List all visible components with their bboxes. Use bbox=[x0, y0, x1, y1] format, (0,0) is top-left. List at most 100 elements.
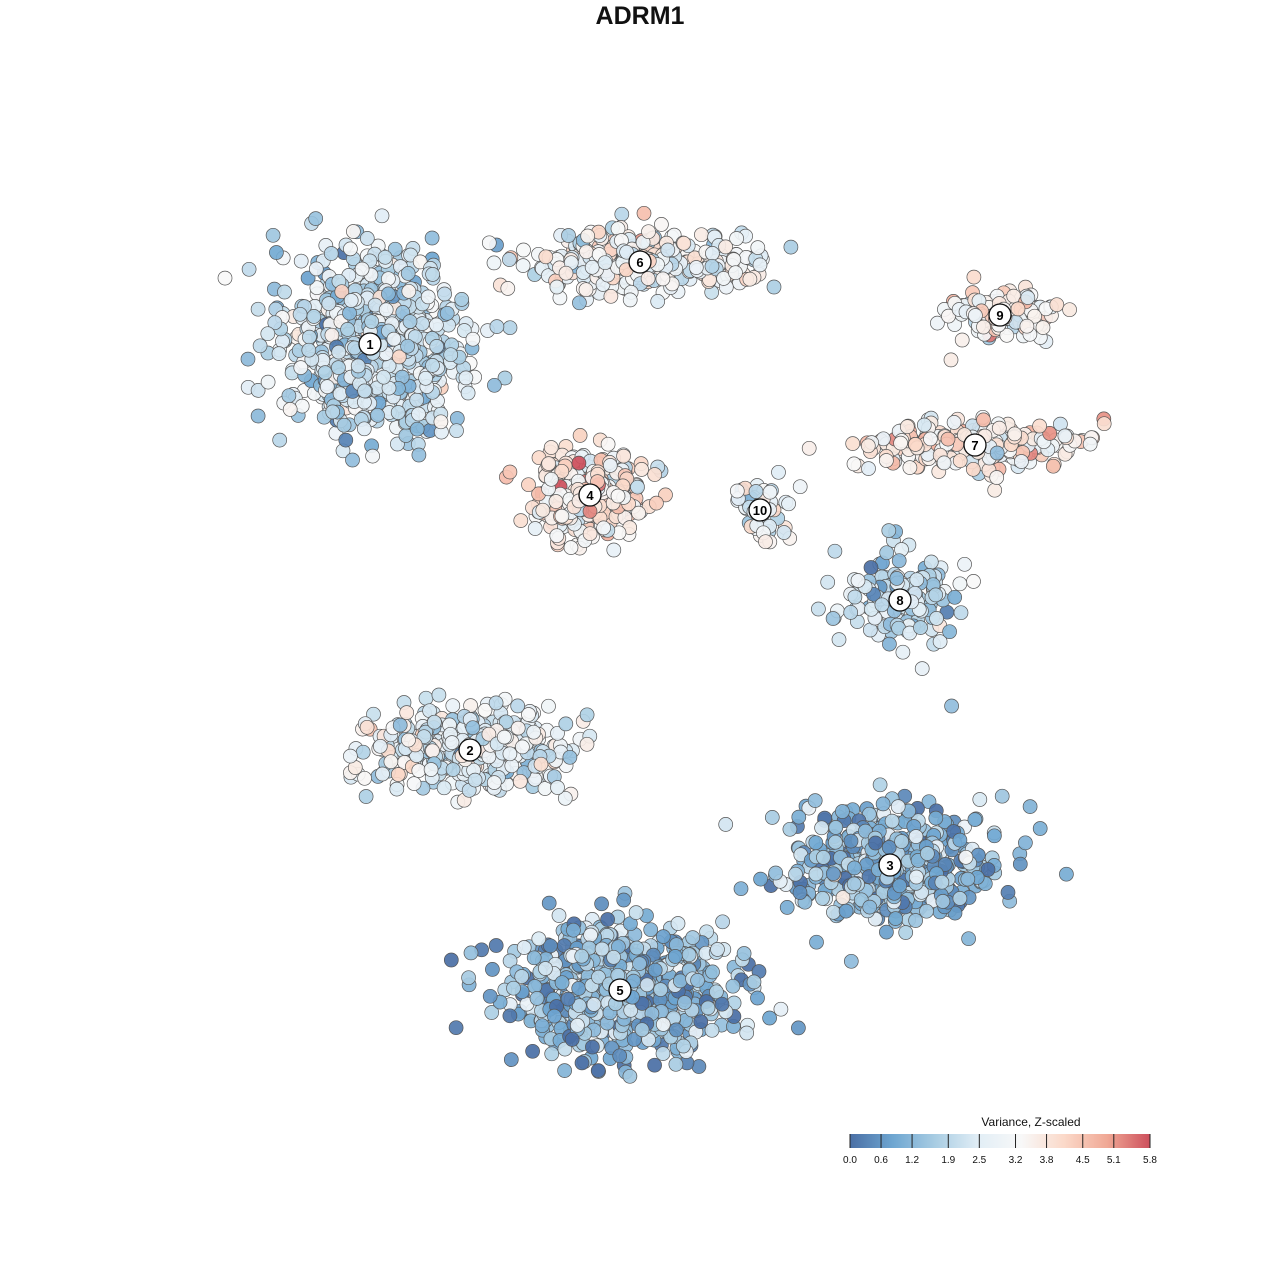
cell-point bbox=[481, 235, 497, 251]
legend-tick-label: 3.8 bbox=[1040, 1155, 1054, 1166]
cell-point bbox=[515, 258, 531, 273]
cell-point bbox=[465, 720, 481, 736]
cell-point bbox=[241, 261, 257, 277]
cell-point bbox=[902, 460, 918, 475]
cell-point bbox=[345, 452, 360, 468]
cell-point bbox=[826, 904, 841, 920]
cell-point bbox=[693, 1014, 709, 1030]
cell-point bbox=[947, 589, 963, 605]
cell-point bbox=[958, 849, 974, 865]
cell-point bbox=[862, 899, 878, 915]
cell-point bbox=[677, 995, 692, 1010]
cell-point bbox=[411, 406, 426, 422]
cell-point bbox=[325, 404, 341, 420]
cell-point bbox=[919, 903, 934, 919]
cell-point bbox=[838, 903, 854, 919]
cell-point bbox=[357, 770, 372, 786]
cell-point bbox=[558, 265, 574, 281]
cell-point bbox=[619, 244, 634, 260]
cell-point bbox=[718, 817, 734, 832]
cell-point bbox=[293, 253, 309, 269]
cell-point bbox=[739, 1025, 755, 1041]
cell-point bbox=[502, 252, 517, 267]
cell-point bbox=[399, 705, 415, 720]
cell-point bbox=[574, 948, 590, 964]
cell-point bbox=[655, 271, 671, 287]
cell-point bbox=[516, 940, 532, 955]
cell-point bbox=[773, 1001, 789, 1017]
cell-point bbox=[860, 438, 876, 454]
cell-point bbox=[791, 1020, 806, 1036]
cell-point bbox=[502, 746, 518, 762]
cell-point bbox=[913, 620, 928, 635]
cell-point bbox=[600, 436, 616, 452]
cell-point bbox=[647, 962, 663, 978]
cell-point bbox=[458, 370, 474, 386]
cell-point bbox=[861, 461, 876, 476]
cell-point bbox=[868, 835, 883, 851]
cell-point bbox=[590, 1063, 606, 1078]
cell-point bbox=[594, 896, 609, 912]
cell-point bbox=[597, 255, 613, 271]
cell-point bbox=[704, 1022, 720, 1038]
cell-point bbox=[554, 975, 570, 991]
cell-point bbox=[655, 1046, 671, 1061]
cell-point bbox=[729, 483, 745, 499]
cell-point bbox=[488, 938, 504, 953]
cell-point bbox=[831, 632, 847, 647]
cell-point bbox=[402, 314, 418, 329]
cell-point bbox=[512, 773, 528, 789]
cluster-label-9: 9 bbox=[988, 303, 1012, 327]
cell-point bbox=[514, 969, 530, 984]
cell-point bbox=[1032, 821, 1048, 836]
cell-point bbox=[549, 279, 565, 295]
cell-point bbox=[502, 464, 518, 480]
cell-point bbox=[265, 227, 281, 243]
legend-tick-label: 5.1 bbox=[1107, 1155, 1121, 1166]
cell-point bbox=[616, 448, 631, 464]
cell-point bbox=[888, 911, 903, 926]
cell-point bbox=[579, 707, 595, 723]
cell-point bbox=[846, 876, 862, 892]
cell-point bbox=[670, 916, 686, 931]
cell-point bbox=[383, 754, 399, 770]
cell-point bbox=[300, 270, 316, 286]
cluster-badge bbox=[608, 978, 632, 1002]
cell-point bbox=[881, 523, 897, 538]
cell-point bbox=[700, 1000, 716, 1016]
cell-point bbox=[908, 913, 923, 928]
cluster-label-6: 6 bbox=[628, 250, 652, 274]
cluster-badge bbox=[358, 332, 382, 356]
cell-point bbox=[502, 953, 518, 969]
cell-point bbox=[334, 284, 350, 300]
cell-point bbox=[879, 453, 894, 468]
cell-point bbox=[845, 436, 861, 451]
cell-point bbox=[716, 271, 731, 286]
cell-point bbox=[343, 293, 359, 308]
cell-point bbox=[694, 227, 709, 243]
cluster-labels: 1 6 9 7 4 10 8 2 3 5 bbox=[358, 250, 1012, 1002]
cell-point bbox=[374, 208, 390, 224]
cell-point bbox=[557, 1063, 572, 1078]
cell-point bbox=[639, 977, 655, 993]
cell-point bbox=[308, 261, 324, 277]
cell-point bbox=[762, 484, 778, 500]
cell-point bbox=[418, 690, 434, 706]
cell-point bbox=[510, 720, 526, 736]
cell-point bbox=[571, 981, 587, 996]
cell-point bbox=[718, 239, 733, 255]
cell-point bbox=[1007, 426, 1023, 442]
cell-point bbox=[884, 813, 900, 829]
cell-point bbox=[319, 379, 335, 395]
cell-point bbox=[340, 322, 355, 337]
cell-point bbox=[941, 308, 956, 324]
cell-point bbox=[952, 832, 968, 848]
cell-point bbox=[521, 707, 536, 722]
cell-point bbox=[554, 508, 570, 524]
cell-point bbox=[390, 767, 406, 782]
cell-point bbox=[250, 408, 266, 424]
cell-point bbox=[895, 644, 911, 660]
cluster-label-text: 6 bbox=[636, 255, 643, 270]
cell-point bbox=[776, 525, 792, 540]
cell-point bbox=[1062, 302, 1077, 318]
